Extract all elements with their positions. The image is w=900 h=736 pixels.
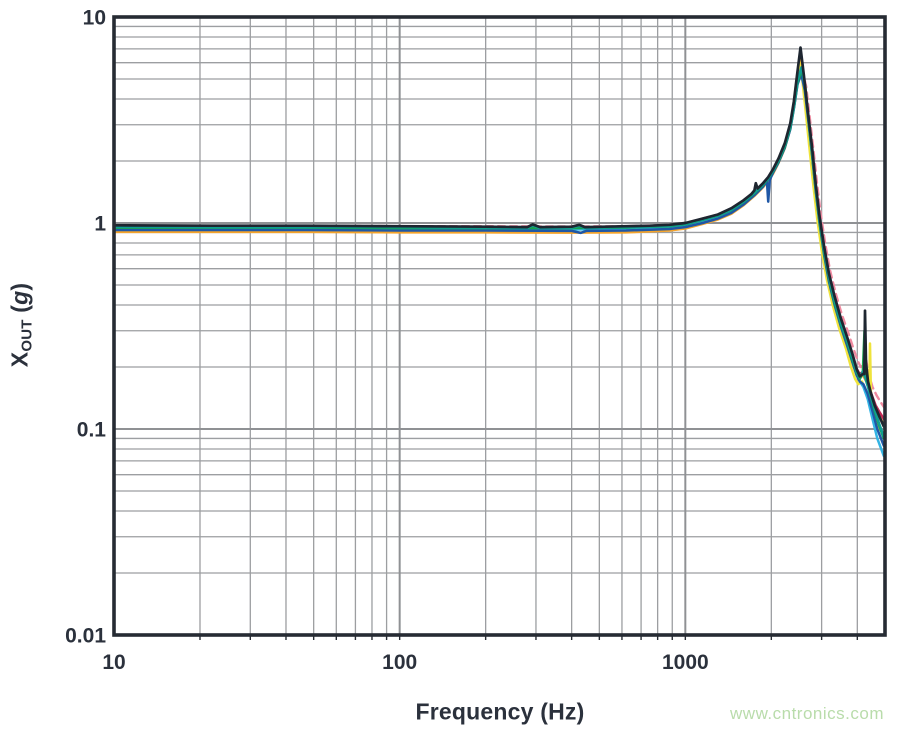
y-axis-title-unit: g xyxy=(6,290,33,305)
x-tick-label-10: 10 xyxy=(102,651,125,674)
y-tick-label-10: 10 xyxy=(83,7,106,30)
y-tick-label-0.01: 0.01 xyxy=(65,625,106,648)
series-unit-9-pink xyxy=(114,69,885,409)
y-axis-title-paren-open: ( xyxy=(6,304,33,320)
series-unit-1-black xyxy=(114,46,885,428)
x-axis-title: Frequency (Hz) xyxy=(415,698,585,725)
series-unit-4-blue xyxy=(114,72,885,447)
series-group xyxy=(114,46,885,458)
y-axis-title-subscript: OUT xyxy=(18,319,36,352)
x-tick-label-100: 100 xyxy=(382,651,417,674)
plot-border xyxy=(112,15,887,637)
y-axis-title: XOUT (g) xyxy=(7,283,36,367)
y-tick-label-0.1: 0.1 xyxy=(77,419,107,442)
series-unit-8-crimson xyxy=(114,62,885,421)
y-axis-title-paren-close: ) xyxy=(6,282,33,291)
y-axis-title-base: X xyxy=(6,351,33,368)
series-unit-7-orange xyxy=(114,54,885,426)
watermark-text: www.cntronics.com xyxy=(730,704,884,723)
series-unit-2-teal xyxy=(114,66,885,438)
series-unit-6-yellow xyxy=(114,59,885,435)
x-tick-label-1000: 1000 xyxy=(662,651,709,674)
y-tick-label-1: 1 xyxy=(94,213,106,236)
series-unit-5-cyan xyxy=(114,70,885,458)
